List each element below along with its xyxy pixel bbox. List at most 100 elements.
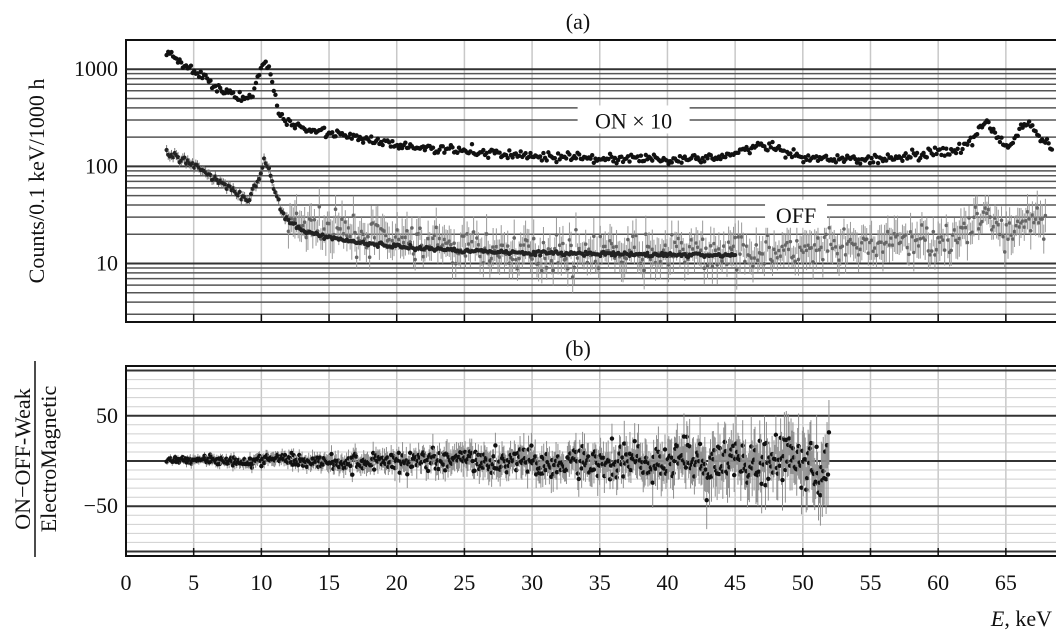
off-point — [1006, 237, 1010, 242]
off-smooth-point — [239, 197, 244, 202]
residual-point — [259, 463, 264, 469]
off-point — [749, 256, 754, 260]
off-point — [772, 247, 776, 252]
off-point — [1028, 228, 1033, 233]
on-point — [853, 156, 858, 162]
off-point — [777, 248, 781, 253]
off-point — [1017, 225, 1022, 229]
residual-point — [662, 447, 668, 452]
residual-point — [821, 468, 826, 474]
residual-point — [529, 443, 534, 448]
off-point — [608, 238, 612, 243]
off-point — [754, 243, 759, 247]
off-point — [793, 259, 798, 264]
off-point — [912, 250, 916, 255]
off-point — [543, 256, 547, 261]
x-tick-label: 30 — [521, 570, 543, 595]
off-smooth-point — [406, 246, 411, 251]
off-point — [332, 232, 336, 237]
x-axis-label-var: E — [990, 606, 1005, 631]
residual-point — [778, 435, 783, 440]
on-point — [252, 86, 257, 91]
off-point — [345, 233, 349, 238]
off-point — [1014, 223, 1018, 228]
off-point — [986, 207, 991, 212]
residual-point — [526, 447, 531, 452]
off-point — [825, 249, 830, 253]
on-point — [700, 155, 705, 161]
on-point — [641, 158, 647, 164]
on-point — [510, 155, 515, 160]
off-smooth-point — [175, 155, 181, 160]
off-point — [418, 226, 422, 231]
panel-a-label: (a) — [566, 9, 590, 34]
x-tick-label: 0 — [121, 570, 132, 595]
on-point — [638, 153, 644, 158]
off-point — [730, 247, 734, 252]
off-point — [907, 252, 911, 257]
off-point — [682, 260, 687, 265]
residual-point — [628, 467, 634, 473]
on-point — [250, 94, 255, 99]
off-point — [993, 216, 997, 220]
off-point — [704, 246, 708, 250]
residual-point — [785, 459, 790, 464]
on-point — [442, 150, 447, 155]
off-point — [437, 236, 442, 241]
off-point — [795, 238, 799, 243]
on-point — [169, 49, 174, 55]
on-point — [900, 158, 905, 163]
on-point — [992, 130, 998, 135]
on-point — [801, 159, 806, 165]
residual-point — [722, 439, 727, 445]
on-point — [273, 92, 278, 98]
off-point — [791, 254, 796, 259]
residual-point — [808, 440, 814, 446]
off-point — [834, 245, 838, 249]
off-point — [705, 263, 710, 268]
on-point — [957, 141, 962, 146]
off-smooth-point — [281, 211, 286, 216]
off-point — [317, 204, 322, 209]
off-point — [676, 236, 681, 241]
off-point — [967, 216, 971, 220]
off-point — [592, 234, 596, 239]
off-point — [557, 243, 562, 248]
off-point — [289, 216, 294, 221]
off-point — [309, 218, 313, 222]
off-point — [497, 255, 502, 259]
off-smooth-point — [242, 194, 247, 200]
off-point — [449, 242, 453, 247]
residual-point — [601, 455, 606, 461]
off-point — [829, 242, 833, 247]
on-point — [554, 159, 559, 165]
residual-point — [586, 454, 591, 459]
off-point — [442, 237, 447, 242]
on-point — [200, 75, 205, 81]
off-point — [941, 238, 945, 242]
on-point — [955, 146, 960, 151]
off-point — [476, 242, 481, 247]
off-point — [447, 239, 452, 244]
off-smooth-point — [171, 155, 176, 160]
residual-point — [489, 470, 494, 475]
off-point — [653, 260, 658, 265]
off-point — [551, 268, 556, 273]
on-point — [1010, 140, 1016, 146]
off-smooth-point — [222, 182, 228, 187]
on-point — [539, 158, 545, 163]
off-point — [431, 236, 435, 241]
off-point — [843, 253, 848, 257]
residual-point — [704, 497, 709, 503]
off-point — [856, 253, 861, 257]
off-point — [937, 240, 942, 245]
on-point — [965, 142, 970, 147]
off-point — [471, 230, 476, 234]
on-point — [885, 152, 891, 157]
residual-point — [731, 472, 737, 478]
off-point — [666, 262, 671, 267]
off-point — [837, 258, 841, 262]
x-tick-label: 15 — [318, 570, 340, 595]
on-point — [791, 147, 796, 152]
on-point — [718, 156, 723, 162]
